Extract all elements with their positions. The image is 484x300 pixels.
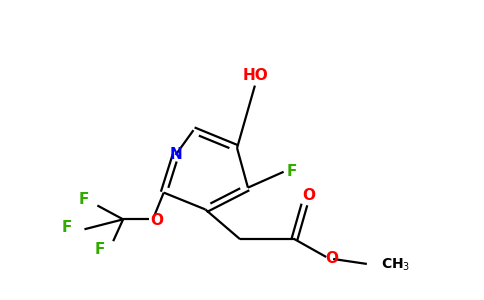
Text: F: F — [287, 164, 297, 179]
Text: N: N — [169, 148, 182, 163]
Text: HO: HO — [243, 68, 269, 83]
Text: O: O — [326, 251, 339, 266]
Text: O: O — [302, 188, 315, 203]
Text: CH$_3$: CH$_3$ — [381, 257, 410, 273]
Text: F: F — [61, 220, 72, 235]
Text: O: O — [151, 213, 163, 228]
Text: F: F — [94, 242, 105, 256]
Text: F: F — [78, 192, 89, 207]
